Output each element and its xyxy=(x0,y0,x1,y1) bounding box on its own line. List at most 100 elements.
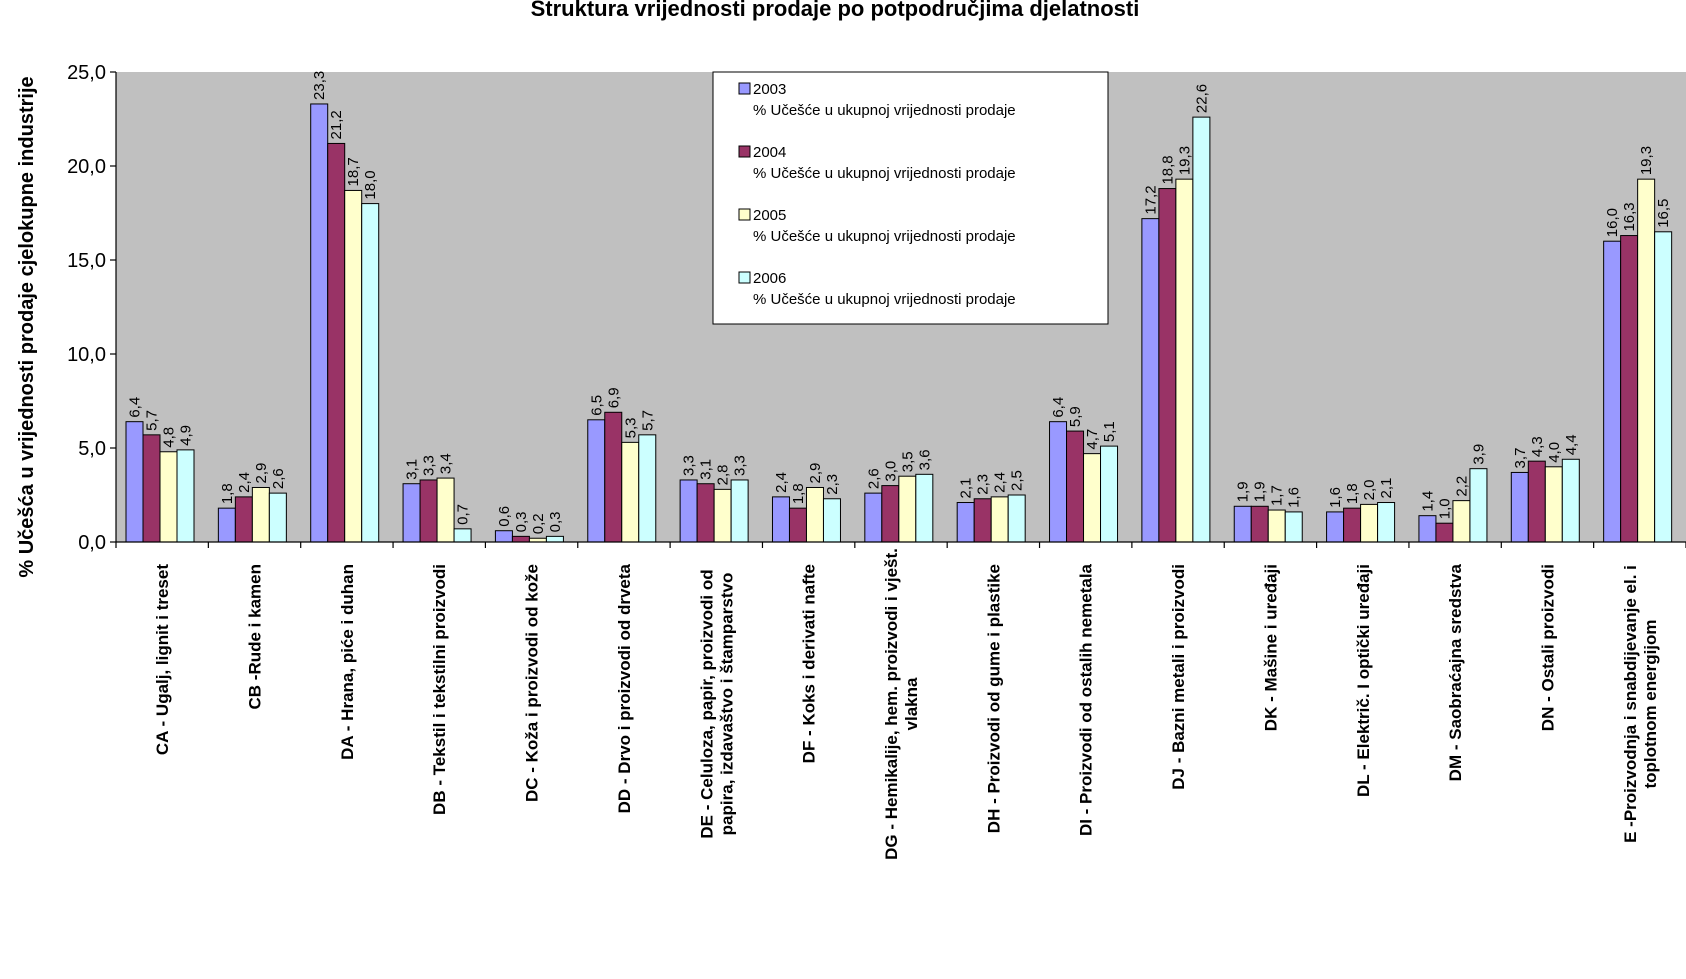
data-label-2006-cat-14: 3,9 xyxy=(1470,444,1487,465)
data-label-2005-cat-4: 0,2 xyxy=(530,513,547,534)
y-tick-label: 0,0 xyxy=(78,532,106,554)
bar-2004-cat-2 xyxy=(327,142,346,543)
data-label-2003-cat-5: 6,5 xyxy=(588,395,605,416)
bar-2005-cat-1 xyxy=(251,486,270,543)
bar-2006-cat-11 xyxy=(1192,116,1211,543)
data-label-2006-cat-5: 5,7 xyxy=(639,410,656,431)
x-tick-label: DK - Mašine i uređaji xyxy=(1261,564,1280,731)
bars-group xyxy=(125,103,1673,543)
x-tick-label: DM - Saobraćajna sredstva xyxy=(1446,563,1465,781)
data-label-2003-cat-6: 3,3 xyxy=(681,455,698,476)
x-tick-label: DJ - Bazni metali i proizvodi xyxy=(1169,564,1188,790)
x-tick-label: CB -Rude i kamen xyxy=(246,564,265,709)
data-label-2005-cat-10: 4,7 xyxy=(1084,429,1101,450)
bar-2004-cat-0 xyxy=(142,434,161,543)
data-label-2003-cat-4: 0,6 xyxy=(496,506,513,527)
bar-2006-cat-9 xyxy=(1007,494,1026,543)
legend-box xyxy=(712,71,1109,325)
data-label-2006-cat-10: 5,1 xyxy=(1101,421,1118,442)
x-tick-label: CA - Ugalj, lignit i treset xyxy=(153,564,172,755)
legend-sublabel-2006: % Učešće u ukupnoj vrijednosti prodaje xyxy=(753,291,1016,308)
y-axis-label: % Učešća u vrijednosti prodaje cjelokupn… xyxy=(16,76,38,577)
bar-2005-cat-11 xyxy=(1175,178,1194,543)
data-label-2003-cat-3: 3,1 xyxy=(404,459,421,480)
x-tick-label: DA - Hrana, piće i duhan xyxy=(338,564,357,760)
bar-2005-cat-8 xyxy=(898,475,917,543)
data-label-2006-cat-3: 0,7 xyxy=(455,504,472,525)
data-label-2005-cat-0: 4,8 xyxy=(161,427,178,448)
data-label-2004-cat-8: 3,0 xyxy=(882,461,899,482)
bar-2003-cat-10 xyxy=(1049,421,1068,543)
legend-sublabel-2004: % Učešće u ukupnoj vrijednosti prodaje xyxy=(753,165,1016,182)
bar-2004-cat-6 xyxy=(696,483,715,543)
bar-2004-cat-3 xyxy=(419,479,438,543)
data-label-2005-cat-16: 19,3 xyxy=(1638,146,1655,175)
bar-2004-cat-1 xyxy=(234,496,253,543)
bar-2006-cat-13 xyxy=(1377,502,1396,543)
bar-2005-cat-10 xyxy=(1083,453,1102,543)
data-label-2006-cat-1: 2,6 xyxy=(270,468,287,489)
data-label-2004-cat-5: 6,9 xyxy=(605,387,622,408)
data-label-2004-cat-0: 5,7 xyxy=(144,410,161,431)
legend-sublabel-2005: % Učešće u ukupnoj vrijednosti prodaje xyxy=(753,228,1016,245)
legend-label-2003: 2003 xyxy=(753,81,786,98)
bar-2003-cat-9 xyxy=(956,502,975,543)
bar-2005-cat-9 xyxy=(990,496,1009,543)
bar-2003-cat-8 xyxy=(864,492,883,543)
bar-2006-cat-2 xyxy=(361,203,380,543)
bar-2004-cat-13 xyxy=(1343,507,1362,543)
y-tick-label: 20,0 xyxy=(67,156,106,178)
x-tick-label: DH - Proizvodi od gume i plastike xyxy=(984,564,1003,833)
data-label-2004-cat-4: 0,3 xyxy=(513,512,530,533)
x-tick-label: DE - Celuloza, papir, proizvodi odpapira… xyxy=(697,569,736,838)
data-label-2004-cat-15: 4,3 xyxy=(1529,436,1546,457)
data-label-2004-cat-11: 18,8 xyxy=(1159,155,1176,184)
bar-2004-cat-11 xyxy=(1158,188,1177,543)
y-tick-label: 25,0 xyxy=(67,62,106,84)
bar-2006-cat-6 xyxy=(730,479,749,543)
bar-2005-cat-15 xyxy=(1544,466,1563,543)
bar-2004-cat-4 xyxy=(511,535,530,543)
legend-swatch-2004 xyxy=(738,145,751,158)
legend-swatch-2006 xyxy=(738,271,751,284)
bar-2005-cat-12 xyxy=(1267,509,1286,543)
data-label-2005-cat-9: 2,4 xyxy=(992,472,1009,493)
data-label-2004-cat-16: 16,3 xyxy=(1621,202,1638,231)
data-label-2003-cat-11: 17,2 xyxy=(1142,185,1159,214)
bar-2003-cat-14 xyxy=(1418,515,1437,543)
data-label-2005-cat-13: 2,0 xyxy=(1361,480,1378,501)
bar-2005-cat-13 xyxy=(1360,503,1379,543)
legend-swatch-2005 xyxy=(738,208,751,221)
data-label-2005-cat-3: 3,4 xyxy=(438,453,455,474)
data-label-2006-cat-2: 18,0 xyxy=(362,170,379,199)
data-label-2003-cat-8: 2,6 xyxy=(865,468,882,489)
data-labels-group: 6,45,74,8 4,91,82,4 2,9 2,623,321,218,7 18,0… xyxy=(127,71,1673,534)
data-label-2004-cat-2: 21,2 xyxy=(328,110,345,139)
data-label-2003-cat-10: 6,4 xyxy=(1050,397,1067,418)
axes-group: 0,0 5,0 10,0 15,0 20,0 25,0 CA - Ugalj, lignit… xyxy=(67,62,1686,860)
data-label-2005-cat-11: 19,3 xyxy=(1176,146,1193,175)
data-label-2006-cat-7: 2,3 xyxy=(824,474,841,495)
bar-2006-cat-7 xyxy=(822,498,841,543)
bar-2004-cat-14 xyxy=(1435,522,1454,543)
bar-2003-cat-16 xyxy=(1603,240,1622,543)
data-label-2003-cat-14: 1,4 xyxy=(1419,491,1436,512)
legend-sublabel-2003: % Učešće u ukupnoj vrijednosti prodaje xyxy=(753,102,1016,119)
data-label-2005-cat-12: 1,7 xyxy=(1269,485,1286,506)
data-label-2003-cat-1: 1,8 xyxy=(219,483,236,504)
data-label-2004-cat-7: 1,8 xyxy=(790,483,807,504)
data-label-2004-cat-6: 3,1 xyxy=(698,459,715,480)
bar-2005-cat-7 xyxy=(805,486,824,543)
bar-2003-cat-4 xyxy=(494,530,513,543)
data-label-2006-cat-8: 3,6 xyxy=(916,449,933,470)
bar-2004-cat-9 xyxy=(973,498,992,543)
data-label-2004-cat-13: 1,8 xyxy=(1344,483,1361,504)
bar-2006-cat-10 xyxy=(1100,445,1119,543)
data-label-2006-cat-13: 2,1 xyxy=(1378,478,1395,499)
bar-2006-cat-15 xyxy=(1561,458,1580,543)
legend: 2003 % Učešće u ukupnoj vrijednosti proda… xyxy=(712,71,1109,325)
x-tick-label: E -Proizvodnja i snabdijevanje el. itopl… xyxy=(1621,565,1660,843)
y-tick-label: 15,0 xyxy=(67,250,106,272)
data-label-2004-cat-1: 2,4 xyxy=(236,472,253,493)
